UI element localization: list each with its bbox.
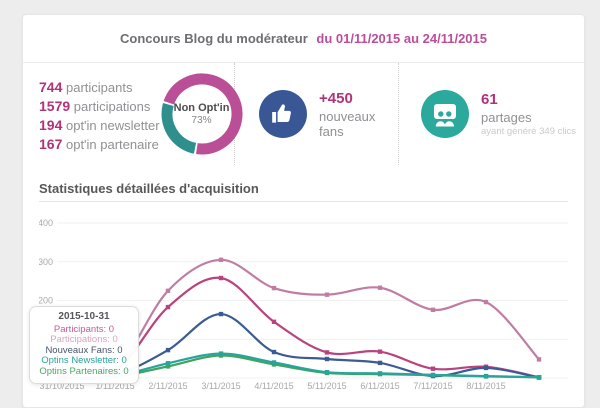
stat-participants-value: 744 — [39, 79, 63, 95]
svg-text:4/11/2015: 4/11/2015 — [254, 381, 293, 391]
optin-donut-chart: Non Opt'in 73% — [160, 72, 244, 156]
svg-text:300: 300 — [39, 257, 53, 267]
acquisition-chart-area: 010020030040031/10/20151/11/20152/11/201… — [29, 210, 568, 402]
stat-participations-value: 1579 — [39, 98, 71, 114]
stat-optin-newsletter: 194 opt'in newsletter — [39, 116, 160, 135]
stat-participations-label: participations — [73, 99, 151, 114]
svg-text:31/10/2015: 31/10/2015 — [39, 381, 84, 391]
svg-text:5/11/2015: 5/11/2015 — [307, 381, 346, 391]
shares-label: partages — [481, 110, 532, 125]
svg-text:200: 200 — [39, 296, 53, 306]
acquisition-stats-block: 744 participants 1579 participations 194… — [23, 63, 242, 165]
svg-text:2/11/2015: 2/11/2015 — [148, 381, 187, 391]
tooltip-row: Participants: 0 — [53, 323, 115, 335]
report-header: Concours Blog du modérateur du 01/11/201… — [23, 15, 584, 63]
stat-participations: 1579 participations — [39, 97, 160, 116]
shares-block: 61 partages ayant généré 349 clics — [398, 63, 584, 165]
chart-tooltip: 2015-10-31 Participants: 0 Participations… — [29, 306, 139, 384]
facebook-fans-block: +450 nouveaux fans — [234, 63, 398, 165]
thumb-up-icon — [272, 104, 291, 123]
donut-ring — [161, 73, 242, 155]
tooltip-date: 2015-10-31 — [58, 311, 110, 322]
svg-text:400: 400 — [39, 218, 53, 228]
tooltip-row: Optins Partenaires: 0 — [39, 365, 129, 377]
svg-text:7/11/2015: 7/11/2015 — [413, 381, 452, 391]
stat-participants-label: participants — [65, 80, 133, 95]
report-title: Concours Blog du modérateur — [119, 31, 308, 46]
tooltip-row: Nouveaux Fans: 0 — [45, 344, 123, 356]
fans-label: nouveaux fans — [319, 108, 376, 139]
fans-count: +450 — [319, 89, 353, 107]
svg-text:8/11/2015: 8/11/2015 — [466, 381, 505, 391]
stat-optin-newsletter-value: 194 — [39, 117, 63, 133]
report-date-range: du 01/11/2015 au 24/11/2015 — [316, 31, 487, 46]
shares-count: 61 — [481, 91, 498, 108]
share-icon — [421, 90, 469, 138]
acquisition-line-chart[interactable]: 010020030040031/10/20151/11/20152/11/201… — [39, 210, 568, 402]
dashboard-card: Concours Blog du modérateur du 01/11/201… — [22, 14, 585, 408]
tooltip-rows: Participants: 0 Participations: 0 Nouveaux… — [32, 323, 136, 378]
svg-text:3/11/2015: 3/11/2015 — [201, 381, 240, 391]
stat-optin-partenaire-value: 167 — [39, 136, 63, 152]
facebook-like-icon — [259, 90, 307, 138]
svg-text:1/11/2015: 1/11/2015 — [95, 381, 134, 391]
fans-text: +450 nouveaux fans — [319, 90, 398, 139]
svg-text:6/11/2015: 6/11/2015 — [360, 381, 399, 391]
section-title: Statistiques détaillées d'acquisition — [39, 181, 568, 202]
stat-optin-partenaire-label: opt'in partenaire — [65, 137, 159, 152]
tooltip-row: Participations: 0 — [50, 334, 118, 345]
shares-sublabel: ayant généré 349 clics — [481, 126, 577, 137]
stat-participants: 744 participants — [39, 78, 160, 97]
shares-text: 61 partages ayant généré 349 clics — [481, 91, 576, 137]
stat-optin-newsletter-label: opt'in newsletter — [65, 118, 160, 133]
stat-optin-partenaire: 167 opt'in partenaire — [39, 135, 160, 154]
tooltip-row: Optins Newsletter: 0 — [41, 355, 127, 366]
share-people-icon — [434, 104, 456, 127]
stats-row: 744 participants 1579 participations 194… — [23, 63, 584, 165]
stats-list: 744 participants 1579 participations 194… — [39, 74, 160, 154]
